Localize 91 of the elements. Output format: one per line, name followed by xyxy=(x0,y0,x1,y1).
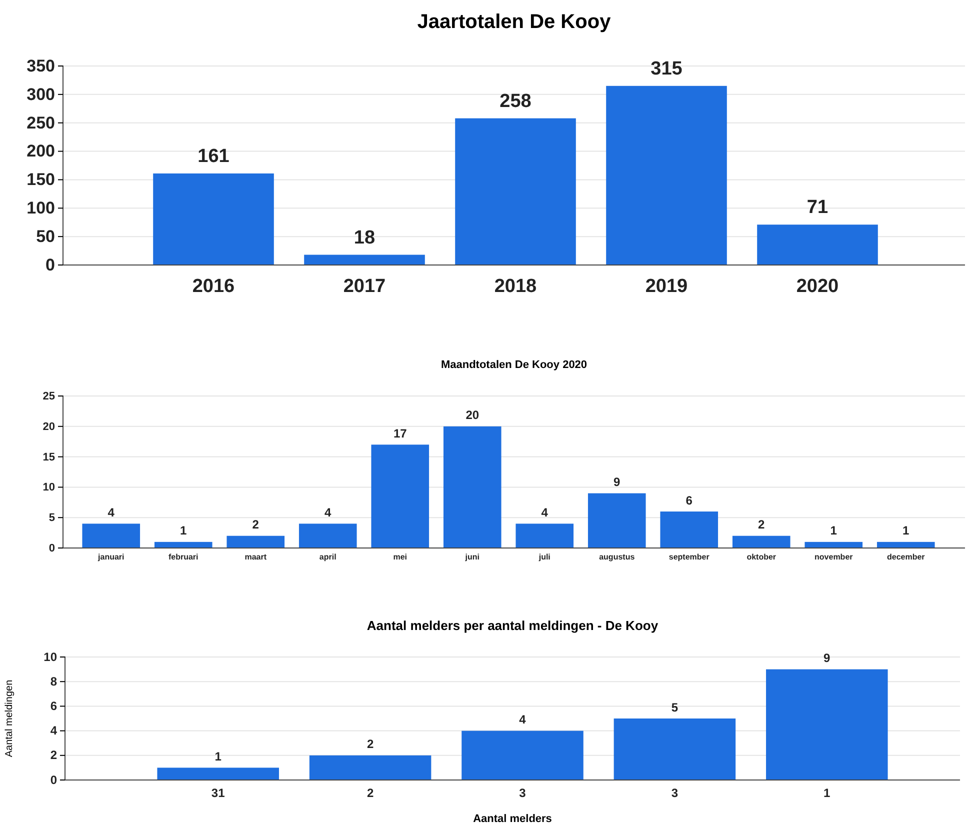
data-label: 4 xyxy=(324,505,332,520)
y-tick-label: 8 xyxy=(50,674,58,688)
y-tick-label: 15 xyxy=(42,451,55,464)
y-tick-label: 6 xyxy=(50,699,58,714)
data-label: 9 xyxy=(824,651,831,666)
x-tick-label: februari xyxy=(168,552,198,562)
data-label: 258 xyxy=(500,90,532,112)
x-tick-label: juni xyxy=(464,552,480,562)
bar xyxy=(298,524,357,548)
data-label: 71 xyxy=(806,197,828,218)
y-tick-label: 10 xyxy=(42,482,55,494)
data-label: 9 xyxy=(614,475,621,490)
y-tick-label: 0 xyxy=(50,772,58,787)
y-tick-label: 25 xyxy=(42,390,55,403)
x-tick-label: december xyxy=(886,552,925,562)
y-tick-label: 0 xyxy=(46,255,55,274)
data-label: 1 xyxy=(180,524,188,538)
x-tick-label: januari xyxy=(97,552,124,562)
bar xyxy=(462,730,584,780)
y-tick-label: 300 xyxy=(26,84,55,104)
bar xyxy=(226,536,285,548)
bar xyxy=(309,755,432,780)
data-label: 2 xyxy=(366,737,374,752)
y-axis-title: Aantal meldingen xyxy=(4,680,15,758)
x-tick-label: 2017 xyxy=(343,276,386,297)
bar xyxy=(455,118,576,265)
x-tick-label: 2018 xyxy=(494,276,537,297)
x-tick-label: september xyxy=(668,552,710,562)
y-tick-label: 20 xyxy=(42,420,55,433)
x-tick-label: 3 xyxy=(519,786,526,800)
data-label: 4 xyxy=(108,505,115,520)
y-tick-label: 4 xyxy=(50,724,58,738)
x-tick-label: 2 xyxy=(366,786,374,800)
bar xyxy=(606,86,727,265)
chart-title: Aantal melders per aantal meldingen - De Kooy xyxy=(366,618,659,633)
x-tick-label: 2019 xyxy=(645,276,688,297)
bar xyxy=(516,524,574,548)
bar xyxy=(443,426,502,548)
bar xyxy=(157,768,279,780)
x-tick-label: 31 xyxy=(211,786,226,800)
bar xyxy=(757,224,878,265)
y-tick-label: 5 xyxy=(48,512,55,524)
bar xyxy=(154,542,212,548)
x-axis-title: Aantal melders xyxy=(473,813,552,825)
data-label: 161 xyxy=(198,146,230,168)
bar xyxy=(304,254,425,265)
data-label: 6 xyxy=(686,493,693,508)
x-tick-label: november xyxy=(814,552,853,562)
data-label: 2 xyxy=(758,518,766,532)
y-tick-label: 250 xyxy=(26,113,55,132)
bar xyxy=(153,173,274,265)
bar xyxy=(614,718,736,780)
x-tick-label: april xyxy=(319,552,336,562)
y-tick-label: 2 xyxy=(50,748,58,762)
x-tick-label: 1 xyxy=(824,786,831,800)
chart-title: Maandtotalen De Kooy 2020 xyxy=(440,359,588,371)
data-label: 4 xyxy=(519,712,526,727)
x-tick-label: mei xyxy=(393,552,408,562)
bar xyxy=(588,493,646,548)
x-tick-label: 3 xyxy=(671,786,678,800)
data-label: 5 xyxy=(671,700,678,714)
x-tick-label: oktober xyxy=(746,552,776,562)
y-tick-label: 0 xyxy=(48,542,55,555)
x-tick-label: 2020 xyxy=(796,276,839,297)
data-label: 1 xyxy=(830,524,838,538)
x-tick-label: juli xyxy=(538,552,550,562)
bar xyxy=(876,542,935,548)
y-tick-label: 10 xyxy=(44,650,58,664)
data-label: 17 xyxy=(393,426,408,440)
x-tick-label: maart xyxy=(244,552,267,562)
bar xyxy=(82,524,140,548)
data-label: 4 xyxy=(541,505,548,520)
y-tick-label: 50 xyxy=(36,227,55,246)
x-tick-label: augustus xyxy=(599,552,636,562)
bar xyxy=(766,669,888,780)
data-label: 315 xyxy=(650,58,683,80)
data-label: 18 xyxy=(354,227,376,248)
y-tick-label: 200 xyxy=(26,142,55,161)
x-tick-label: 2016 xyxy=(192,276,235,297)
data-label: 1 xyxy=(902,524,910,538)
bar xyxy=(732,536,790,548)
data-label: 1 xyxy=(214,750,222,764)
y-tick-label: 100 xyxy=(26,198,55,218)
chart-title: Jaartotalen De Kooy xyxy=(417,11,612,33)
y-tick-label: 150 xyxy=(26,170,55,190)
data-label: 20 xyxy=(466,408,480,422)
y-tick-label: 350 xyxy=(26,56,55,76)
bar xyxy=(660,512,718,548)
bar xyxy=(804,542,863,548)
bar xyxy=(371,444,430,548)
data-label: 2 xyxy=(252,518,260,532)
